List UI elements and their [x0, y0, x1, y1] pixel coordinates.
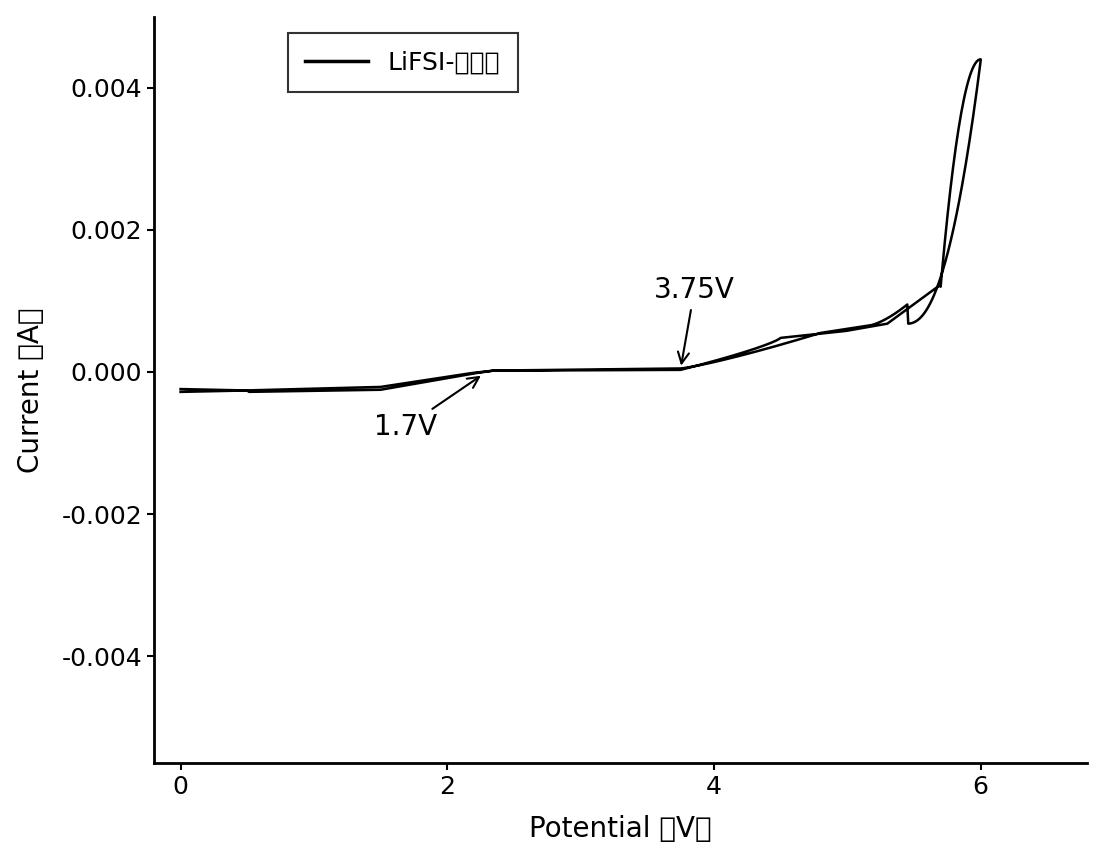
X-axis label: Potential （V）: Potential （V）	[529, 815, 712, 844]
Y-axis label: Current （A）: Current （A）	[17, 307, 44, 472]
Text: 1.7V: 1.7V	[374, 377, 479, 441]
Text: 3.75V: 3.75V	[654, 276, 735, 364]
Legend: LiFSI-正戊醚: LiFSI-正戊醚	[288, 33, 518, 92]
